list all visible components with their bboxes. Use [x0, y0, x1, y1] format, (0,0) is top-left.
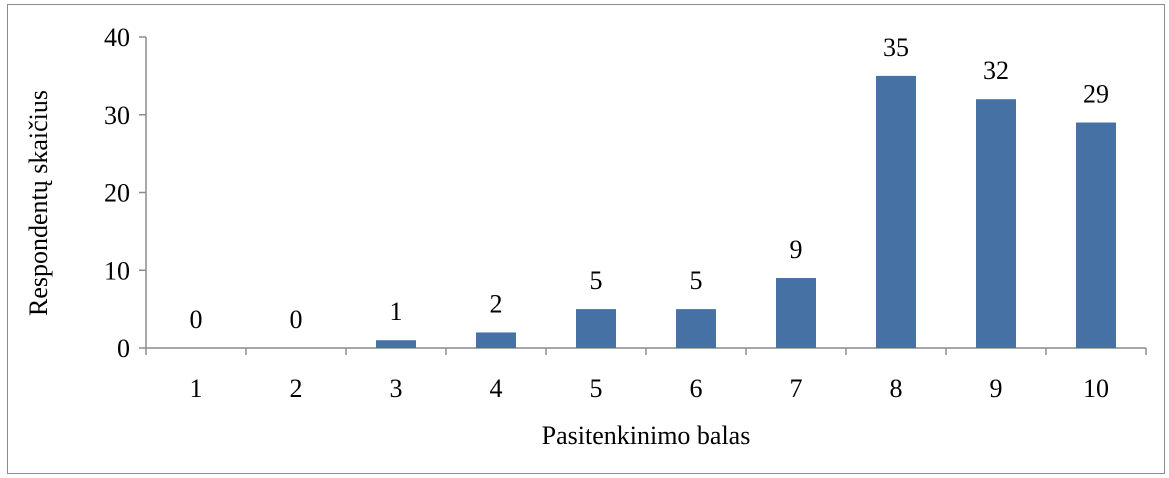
data-label: 35 — [883, 33, 909, 62]
data-label: 0 — [190, 305, 203, 334]
x-tick-label: 2 — [290, 374, 303, 403]
y-tick-label: 30 — [104, 101, 130, 130]
data-label: 2 — [490, 289, 503, 318]
x-tick-label: 10 — [1083, 374, 1109, 403]
x-tick-label: 8 — [890, 374, 903, 403]
bar — [676, 309, 716, 348]
bar — [1076, 122, 1116, 349]
data-label: 0 — [290, 305, 303, 334]
data-label: 5 — [590, 266, 603, 295]
y-axis-title: Respondentų skaičius — [24, 90, 53, 316]
x-axis: 1 2 3 4 5 6 7 8 9 10 — [145, 347, 1147, 403]
x-tick-label: 3 — [390, 374, 403, 403]
data-labels: 0 0 1 2 5 5 9 35 32 29 — [190, 33, 1110, 334]
x-tick-label: 6 — [690, 374, 703, 403]
y-tick-label: 40 — [104, 23, 130, 52]
y-tick-label: 20 — [104, 179, 130, 208]
bar — [976, 99, 1016, 348]
bar — [476, 332, 516, 348]
bar — [376, 340, 416, 348]
x-tick-label: 9 — [990, 374, 1003, 403]
bar — [576, 309, 616, 348]
bars — [376, 75, 1116, 349]
data-label: 9 — [790, 235, 803, 264]
x-tick-label: 1 — [190, 374, 203, 403]
x-tick-label: 7 — [790, 374, 803, 403]
y-axis: 0 10 20 30 40 — [104, 23, 147, 363]
chart-frame — [7, 4, 1165, 474]
x-tick-label: 5 — [590, 374, 603, 403]
bar — [876, 75, 916, 348]
data-label: 5 — [690, 266, 703, 295]
y-tick-label: 0 — [117, 334, 130, 363]
x-axis-title: Pasitenkinimo balas — [542, 421, 751, 450]
data-label: 29 — [1083, 80, 1109, 109]
data-label: 1 — [390, 297, 403, 326]
bar — [776, 278, 816, 348]
data-label: 32 — [983, 56, 1009, 85]
y-tick-label: 10 — [104, 256, 130, 285]
x-tick-label: 4 — [490, 374, 503, 403]
